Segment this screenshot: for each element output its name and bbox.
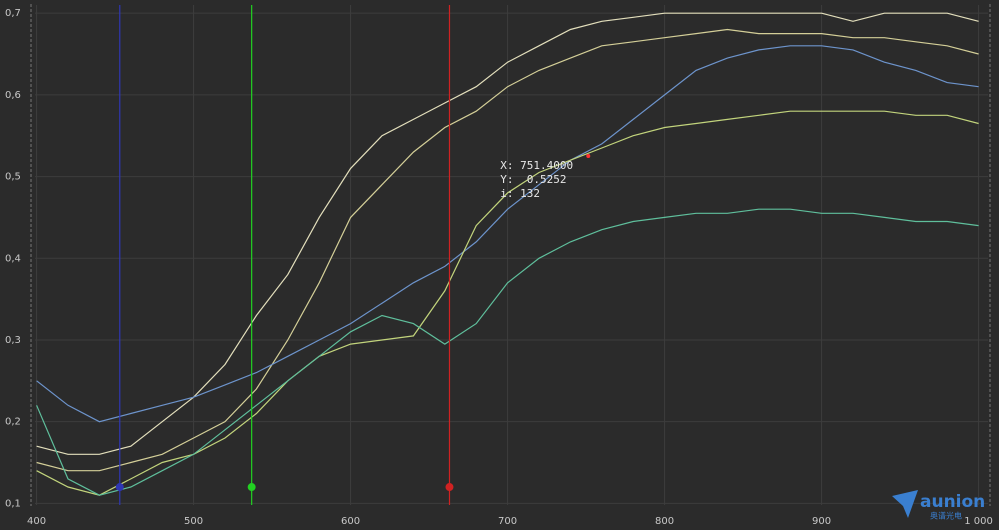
x-tick-label: 600: [341, 516, 360, 527]
marker-dot: [445, 483, 454, 492]
tooltip-text: X: 751.4000: [500, 159, 573, 172]
x-tick-label: 1 000: [964, 516, 993, 527]
logo-name: aunion: [920, 492, 985, 512]
y-tick-label: 0,6: [5, 90, 21, 101]
tooltip-text: Y: 0.5252: [500, 173, 566, 186]
series-line: [36, 28, 979, 472]
series-line: [36, 208, 979, 496]
logo-subtitle: 奥谱光电: [930, 511, 962, 521]
y-tick-label: 0,3: [5, 335, 21, 346]
y-tick-label: 0,1: [5, 498, 21, 509]
x-tick-label: 500: [184, 516, 203, 527]
marker-dot: [115, 483, 124, 492]
x-tick-label: 900: [812, 516, 831, 527]
marker-dot: [247, 483, 256, 492]
logo-icon: [892, 490, 918, 518]
y-tick-label: 0,4: [5, 253, 21, 264]
x-tick-label: 400: [27, 516, 46, 527]
y-tick-label: 0,2: [5, 417, 21, 428]
logo: aunion 奥谱光电: [892, 490, 985, 521]
series-line: [36, 45, 979, 423]
y-tick-label: 0,7: [5, 8, 21, 19]
tooltip-point: [586, 153, 591, 158]
y-tick-label: 0,5: [5, 172, 21, 183]
x-tick-label: 800: [655, 516, 674, 527]
x-tick-label: 700: [498, 516, 517, 527]
tooltip-text: i: 132: [500, 187, 540, 200]
